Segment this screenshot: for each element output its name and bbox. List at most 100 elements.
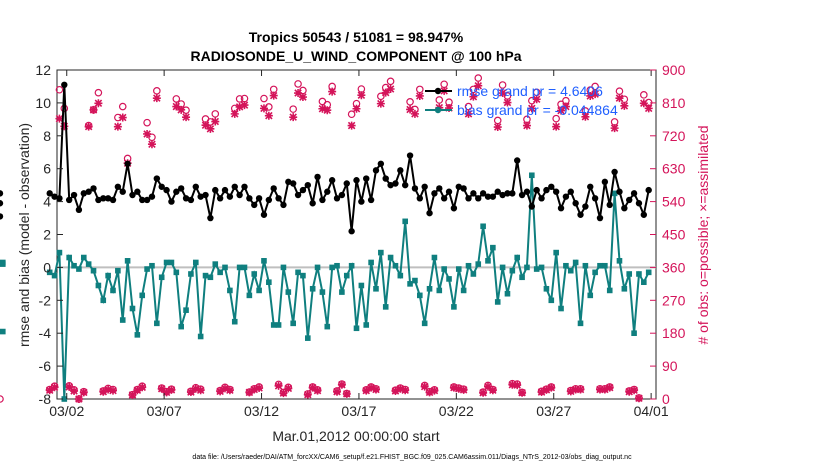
rmse-point <box>51 193 58 200</box>
bias-point <box>582 262 589 269</box>
bias-point <box>183 307 189 313</box>
y-tick-label: 10 <box>35 95 51 111</box>
obs-assimilated-point <box>445 104 454 113</box>
y-tick-label: 12 <box>35 62 51 78</box>
rmse-point <box>275 195 282 202</box>
bias-point <box>460 287 467 294</box>
bias-point <box>378 249 384 256</box>
obs-assimilated-point <box>610 124 619 133</box>
bias-point <box>504 290 511 297</box>
obs-assimilated-point <box>157 384 166 393</box>
rmse-point <box>85 188 92 195</box>
obs-assimilated-point <box>630 386 639 395</box>
obs-assimilated-point <box>425 388 434 397</box>
rmse-point <box>139 196 146 204</box>
rmse-point <box>606 201 613 209</box>
obs-possible-point <box>211 110 220 118</box>
obs-assimilated-point <box>430 386 439 395</box>
rmse-point <box>168 198 175 205</box>
obs-possible-point <box>172 95 181 103</box>
bias-point <box>241 264 248 271</box>
rmse-point <box>75 206 83 214</box>
obs-assimilated-point <box>323 106 332 115</box>
rmse-point <box>557 204 565 212</box>
obs-assimilated-point <box>216 387 225 396</box>
obs-possible-point <box>435 96 444 104</box>
rmse-point <box>538 195 545 202</box>
y-right-tick-label: 0 <box>662 391 670 407</box>
obs-assimilated-point <box>552 122 561 131</box>
obs-assimilated-point <box>211 117 220 126</box>
legend-bias-label: bias grand pr = -0.044864 <box>457 102 618 118</box>
rmse-point <box>70 191 78 199</box>
obs-possible-point <box>347 110 356 119</box>
obs-assimilated-point <box>503 98 512 107</box>
legend-bias-marker <box>434 106 442 114</box>
obs-assimilated-point <box>483 382 492 391</box>
bias-point <box>80 254 87 261</box>
obs-assimilated-point <box>269 91 278 100</box>
rmse-point <box>134 188 141 195</box>
bias-point <box>465 262 472 269</box>
rmse-point <box>387 181 394 189</box>
obs-assimilated-point <box>469 92 478 101</box>
bias-point <box>373 285 379 292</box>
obs-assimilated-point <box>513 381 522 390</box>
obs-assimilated-point <box>488 386 497 395</box>
rmse-point <box>494 188 501 195</box>
bias-point <box>626 271 633 277</box>
obs-possible-point <box>469 85 478 94</box>
obs-assimilated-point <box>55 114 64 123</box>
rmse-point <box>489 193 497 200</box>
obs-possible-point <box>498 81 507 89</box>
rmse-point <box>95 196 102 204</box>
rmse-point <box>343 180 350 187</box>
rmse-point <box>61 81 68 89</box>
obs-assimilated-point <box>225 386 234 395</box>
obs-assimilated-point <box>109 386 118 395</box>
bias-point <box>353 325 360 332</box>
rmse-point <box>626 196 633 204</box>
y-right-tick-label: 360 <box>662 259 686 275</box>
rmse-point <box>0 190 4 197</box>
rmse-point <box>514 157 521 164</box>
obs-assimilated-point <box>84 122 93 131</box>
obs-assimilated-point <box>576 385 585 394</box>
y-tick-label: 4 <box>43 194 51 210</box>
rmse-point <box>392 180 399 187</box>
bias-point <box>499 264 506 271</box>
bias-point <box>548 297 555 304</box>
rmse-point <box>56 195 63 202</box>
y-right-tick-label: 90 <box>662 358 678 374</box>
obs-possible-point <box>94 88 103 97</box>
rmse-point <box>450 204 458 212</box>
x-tick-label: 04/01 <box>634 403 669 419</box>
bias-point <box>144 266 150 272</box>
obs-assimilated-point <box>89 105 98 114</box>
y-tick-label: 2 <box>43 227 51 243</box>
rmse-point <box>100 195 107 202</box>
rmse-point <box>265 196 273 204</box>
y-right-tick-label: 720 <box>662 128 686 144</box>
obs-possible-point <box>552 114 560 123</box>
bias-point <box>611 190 618 197</box>
bias-point <box>368 259 374 266</box>
bias-series <box>0 172 652 402</box>
obs-assimilated-point <box>381 88 390 97</box>
obs-assimilated-point <box>342 389 351 398</box>
obs-assimilated-point <box>201 121 210 130</box>
bias-point <box>163 259 170 266</box>
bias-point <box>343 272 350 279</box>
rmse-point <box>499 191 506 199</box>
bias-point <box>110 287 116 294</box>
rmse-point <box>601 178 609 186</box>
rmse-point <box>241 183 248 190</box>
obs-assimilated-point <box>147 140 156 149</box>
rmse-point <box>397 167 404 174</box>
bias-point <box>261 258 267 264</box>
rmse-point <box>587 183 594 190</box>
bias-point <box>563 262 569 269</box>
rmse-point <box>411 185 419 192</box>
obs-assimilated-point <box>308 383 317 392</box>
obs-assimilated-point <box>177 105 186 114</box>
